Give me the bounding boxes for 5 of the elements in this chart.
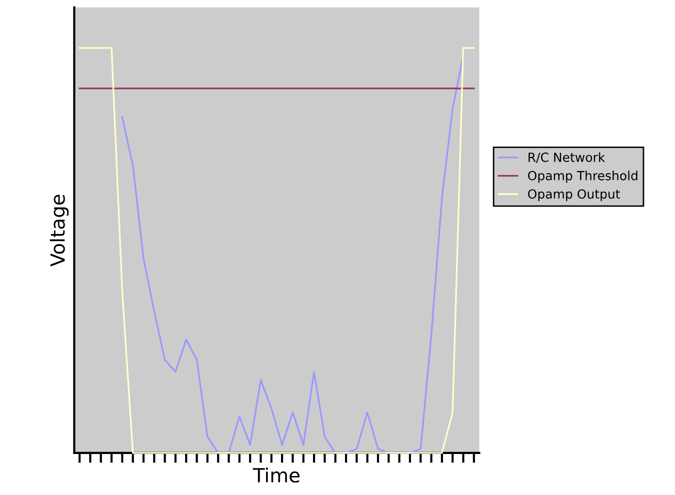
y-axis-title: Voltage xyxy=(50,194,69,266)
legend-label: R/C Network xyxy=(528,152,606,163)
legend-label: Opamp Threshold xyxy=(528,170,638,183)
x-axis-title: Time xyxy=(252,468,300,483)
legend-label: Opamp Output xyxy=(528,189,620,202)
